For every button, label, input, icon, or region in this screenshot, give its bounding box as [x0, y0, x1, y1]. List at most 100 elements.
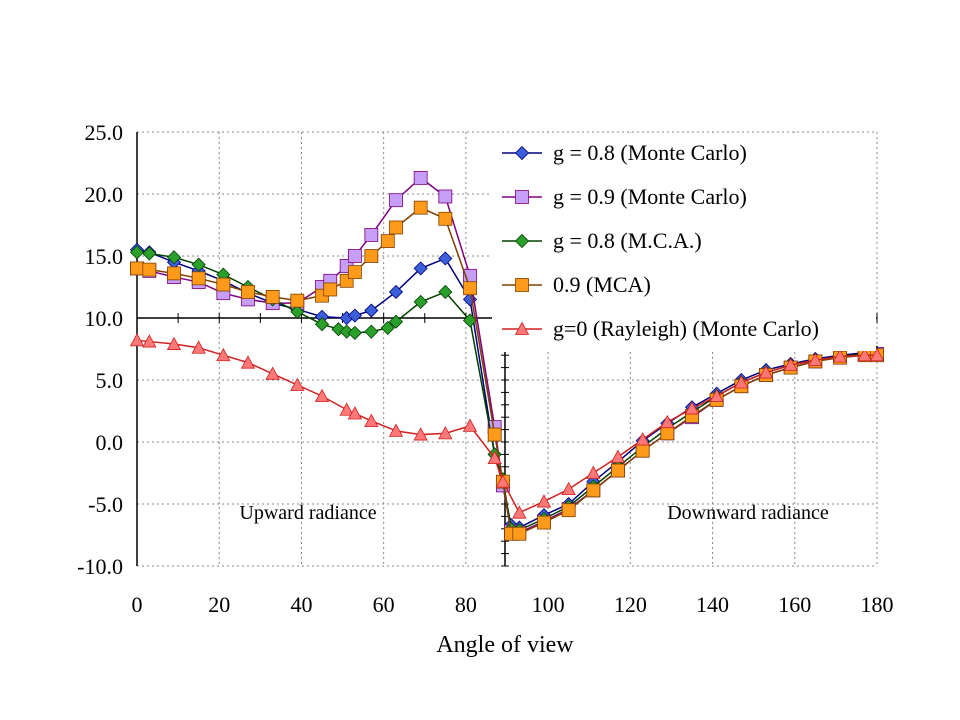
- x-tick-label: 20: [208, 592, 230, 617]
- data-point: [438, 425, 453, 440]
- x-tick-label: 160: [778, 592, 811, 617]
- data-point: [191, 340, 206, 354]
- legend-label: g = 0.9 (Monte Carlo): [553, 184, 747, 209]
- data-point: [241, 285, 255, 299]
- data-point: [514, 145, 530, 161]
- data-point: [635, 432, 650, 446]
- data-point: [536, 494, 552, 508]
- data-point: [514, 321, 530, 335]
- legend-item: g = 0.8 (M.C.A.): [502, 228, 702, 253]
- legend: g = 0.8 (Monte Carlo) g = 0.9 (Monte Carl…: [492, 133, 876, 351]
- data-point: [314, 317, 330, 332]
- data-point: [166, 250, 182, 265]
- data-point: [380, 234, 395, 249]
- legend-label: g = 0.8 (M.C.A.): [553, 228, 702, 253]
- data-point: [130, 261, 144, 276]
- data-point: [388, 284, 404, 300]
- data-point: [129, 245, 145, 260]
- data-point: [413, 294, 428, 309]
- data-point: [347, 308, 362, 323]
- data-point: [191, 271, 206, 286]
- data-point: [709, 388, 724, 403]
- legend-item: g = 0.8 (Monte Carlo): [502, 140, 747, 165]
- data-point: [216, 277, 231, 292]
- data-point: [129, 332, 145, 347]
- data-point: [216, 347, 231, 362]
- data-point: [734, 375, 749, 389]
- y-tick-label: 0.0: [96, 430, 124, 455]
- series-line: [136, 339, 877, 514]
- x-tick-label: 40: [290, 592, 312, 617]
- y-tick-label: 10.0: [85, 306, 124, 331]
- data-point: [314, 388, 330, 403]
- data-point: [586, 483, 601, 498]
- data-point: [758, 365, 774, 379]
- data-point: [684, 401, 700, 415]
- data-point: [808, 352, 823, 367]
- data-point: [438, 284, 453, 300]
- data-point: [561, 503, 576, 518]
- data-point: [635, 443, 650, 458]
- data-point: [388, 423, 404, 437]
- data-point: [364, 324, 379, 339]
- data-point: [561, 481, 576, 496]
- data-point: [515, 190, 529, 204]
- data-point: [783, 357, 798, 372]
- data-point: [514, 233, 530, 249]
- data-point: [364, 249, 379, 263]
- x-axis-title: Angle of view: [436, 632, 574, 658]
- y-tick-label: 20.0: [85, 182, 124, 207]
- series-layer: [129, 170, 885, 541]
- data-point: [413, 261, 428, 276]
- series-4: [129, 332, 885, 519]
- data-point: [364, 228, 379, 242]
- data-point: [495, 474, 511, 488]
- data-point: [869, 347, 885, 362]
- x-tick-label: 100: [532, 592, 565, 617]
- data-point: [380, 320, 395, 335]
- annotation-downward: Downward radiance: [667, 502, 829, 524]
- legend-item: 0.9 (MCA): [502, 272, 651, 297]
- data-point: [857, 347, 872, 362]
- legend-label: g = 0.8 (Monte Carlo): [553, 140, 747, 165]
- data-point: [290, 304, 305, 319]
- x-tick-label: 120: [614, 592, 647, 617]
- data-point: [265, 366, 280, 380]
- data-point: [611, 463, 625, 478]
- data-point: [347, 265, 362, 280]
- data-point: [142, 334, 157, 348]
- legend-box: [492, 133, 876, 351]
- data-point: [347, 249, 362, 263]
- y-tick-label: -5.0: [88, 492, 123, 517]
- data-point: [438, 211, 453, 226]
- x-tick-label: 140: [696, 592, 729, 617]
- data-point: [487, 427, 502, 442]
- data-point: [610, 449, 626, 463]
- y-tick-label: 25.0: [85, 120, 124, 145]
- data-point: [389, 220, 403, 235]
- data-point: [166, 336, 182, 350]
- data-point: [438, 251, 453, 266]
- legend-item: g = 0.9 (Monte Carlo): [502, 184, 747, 209]
- x-tick-label: 0: [132, 592, 143, 617]
- data-point: [290, 293, 305, 308]
- data-point: [463, 281, 477, 296]
- data-point: [323, 282, 338, 297]
- data-point: [191, 257, 206, 272]
- data-point: [364, 413, 379, 427]
- data-point: [832, 349, 848, 363]
- data-point: [142, 262, 157, 277]
- data-point: [537, 515, 551, 530]
- legend-label: 0.9 (MCA): [553, 272, 651, 297]
- legend-label: g=0 (Rayleigh) (Monte Carlo): [553, 316, 819, 341]
- data-point: [364, 303, 379, 318]
- data-point: [586, 465, 601, 479]
- data-point: [660, 426, 675, 441]
- data-point: [515, 278, 529, 292]
- data-point: [660, 414, 675, 429]
- data-point: [265, 290, 280, 304]
- x-tick-label: 80: [455, 592, 477, 617]
- data-point: [512, 505, 527, 519]
- data-point: [347, 406, 363, 420]
